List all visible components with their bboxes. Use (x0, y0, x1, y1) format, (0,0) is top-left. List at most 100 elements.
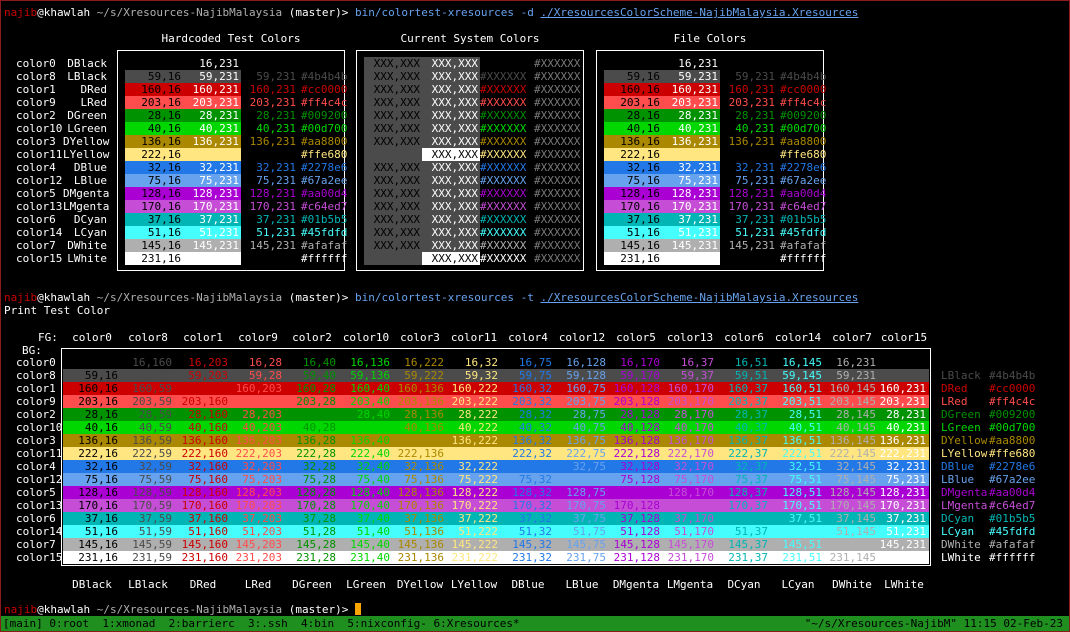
color-cell: 28,16 (604, 109, 662, 122)
grid-cell: 75,160 (175, 473, 231, 486)
color-cell: 37,16 (125, 213, 183, 226)
color-cell: XXX,XXX (422, 70, 480, 83)
color-cell: 203,231 (241, 96, 298, 109)
bg-row-label: color10 (16, 421, 63, 434)
grid-cell (879, 356, 929, 369)
grid-cell: 231,40 (339, 551, 393, 564)
color-cell: 160,16 (125, 83, 183, 96)
grid-cell: 128,28 (285, 486, 339, 499)
grid-cell: 222,75 (555, 447, 609, 460)
color-cell: 145,231 (183, 239, 241, 252)
color-id-label: color2 (16, 109, 56, 122)
grid-cell: 28,128 (609, 408, 663, 421)
grid-cell: 170,231 (879, 499, 929, 512)
grid-cell: 136,51 (771, 434, 825, 447)
color-hex-label: #ffe680 (301, 148, 348, 161)
grid-cell: 160,51 (771, 382, 825, 395)
color-cell: XXX,XXX (364, 187, 422, 200)
color-cell: 222,16 (604, 148, 662, 161)
grid-cell: 16,51 (717, 356, 771, 369)
grid-cell: 32,170 (663, 460, 717, 473)
color-cell: XXX,XXX (422, 252, 480, 265)
grid-cell: 145,203 (231, 538, 285, 551)
grid-cell (771, 525, 825, 538)
system-hex-label: #XXXXXX (480, 226, 527, 239)
grid-cell: 32,136 (393, 460, 447, 473)
system-hex-label: #XXXXXX (480, 122, 527, 135)
color-cell: 51,231 (662, 226, 720, 239)
legend-name: LGreen (941, 421, 981, 434)
color-cell: 203,231 (662, 96, 720, 109)
color-cell: 16,231 (241, 57, 298, 70)
color-cell: 160,231 (183, 83, 241, 96)
legend-name: DBlack (941, 356, 981, 369)
legend-name: LYellow (941, 447, 988, 460)
grid-cell: 136,16 (63, 434, 121, 447)
color-cell: XXX,XXX (364, 174, 422, 187)
color-cell: 75,16 (125, 174, 183, 187)
legend-name: DBlue (941, 460, 975, 473)
legend-hex: #aa8800 (989, 434, 1036, 447)
color-name-label: LGreen (67, 122, 107, 135)
fg-column-footer: DGreen (292, 578, 332, 591)
system-hex-label: #XXXXXX (480, 83, 527, 96)
grid-cell: 203,40 (339, 395, 393, 408)
grid-cell: 170,40 (339, 499, 393, 512)
color-cell: XXX,XXX (422, 83, 480, 96)
color-id-label: color15 (16, 252, 63, 265)
legend-name: DGreen (941, 408, 981, 421)
grid-cell: 203,145 (825, 395, 879, 408)
grid-cell: 28,51 (771, 408, 825, 421)
grid-cell: 203,128 (609, 395, 663, 408)
color-cell (183, 148, 241, 161)
grid-cell: 75,16 (63, 473, 121, 486)
color-cell (241, 148, 298, 161)
grid-cell: 160,128 (609, 382, 663, 395)
legend-hex: #01b5b5 (989, 512, 1036, 525)
color-hex-label: #4b4b4b (301, 70, 348, 83)
color-hex-label: #c64ed7 (301, 200, 348, 213)
grid-cell: 59,37 (663, 369, 717, 382)
grid-cell: 203,16 (63, 395, 121, 408)
color-cell: 37,231 (720, 213, 777, 226)
grid-cell: 16,32 (447, 356, 501, 369)
grid-cell: 170,75 (555, 499, 609, 512)
text-cursor[interactable] (355, 603, 362, 615)
tmux-window-list[interactable]: [main] 0:root 1:xmonad 2:barrierc 3:.ssh… (3, 617, 520, 630)
fg-column-header: color0 (72, 331, 112, 344)
color-cell: 203,16 (604, 96, 662, 109)
color-cell: 32,16 (125, 161, 183, 174)
color-name-label: DWhite (67, 239, 107, 252)
grid-cell: 170,136 (393, 499, 447, 512)
grid-cell: 59,28 (231, 369, 285, 382)
color-cell: 231,16 (125, 252, 183, 265)
grid-cell: 59,128 (555, 369, 609, 382)
color-cell: 145,16 (125, 239, 183, 252)
bg-row-label: color6 (16, 512, 56, 525)
color-cell: XXX,XXX (364, 57, 422, 70)
prompt-cmd: bin/colortest-xresources -d (355, 6, 541, 19)
grid-cell: 16,222 (393, 356, 447, 369)
grid-cell: 203,222 (447, 395, 501, 408)
fg-column-header: color5 (616, 331, 656, 344)
color-cell: 136,231 (662, 135, 720, 148)
grid-cell: 40,203 (231, 421, 285, 434)
color-cell: 59,231 (183, 70, 241, 83)
grid-cell: 203,51 (771, 395, 825, 408)
system-hex-label: #XXXXXX (534, 109, 581, 122)
grid-cell: 128,40 (339, 486, 393, 499)
grid-cell: 37,203 (231, 512, 285, 525)
fg-column-header: color13 (666, 331, 714, 344)
prompt-host: @khawlah (37, 603, 91, 616)
grid-cell: 51,128 (609, 525, 663, 538)
color-cell: 203,16 (125, 96, 183, 109)
color-cell: 28,231 (183, 109, 241, 122)
bg-row-label: color15 (16, 551, 63, 564)
color-id-label: color12 (16, 174, 63, 187)
grid-cell: 231,170 (663, 551, 717, 564)
grid-cell: 203,32 (501, 395, 555, 408)
prompt-user: najib (4, 603, 38, 616)
tmux-status-bar[interactable]: [main] 0:root 1:xmonad 2:barrierc 3:.ssh… (1, 616, 1069, 631)
color-id-label: color0 (16, 57, 56, 70)
